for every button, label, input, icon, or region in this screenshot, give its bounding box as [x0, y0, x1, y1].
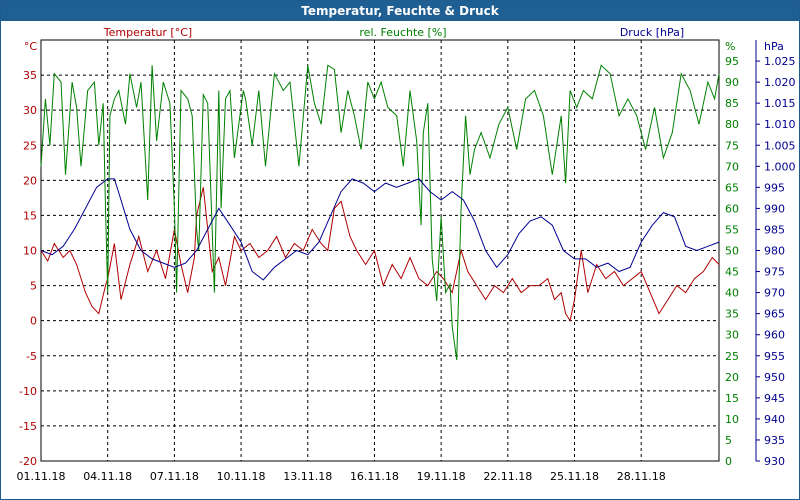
temperature-unit: °C — [24, 40, 38, 53]
humidity-tick-label: 45 — [725, 266, 739, 279]
temperature-tick-label: -20 — [19, 455, 37, 468]
pressure-tick-label: 1.020 — [764, 76, 796, 89]
pressure-tick-label: 965 — [764, 308, 785, 321]
pressure-tick-label: 935 — [764, 434, 785, 447]
humidity-tick-label: 30 — [725, 329, 739, 342]
temperature-line — [40, 187, 720, 323]
pressure-tick-label: 1.005 — [764, 139, 796, 152]
temperature-tick-label: 20 — [23, 174, 37, 187]
humidity-tick-label: 10 — [725, 413, 739, 426]
pressure-tick-label: 970 — [764, 287, 785, 300]
pressure-tick-label: 980 — [764, 245, 785, 258]
temperature-tick-label: -10 — [19, 385, 37, 398]
pressure-tick-label: 945 — [764, 392, 785, 405]
pressure-tick-label: 990 — [764, 202, 785, 215]
pressure-tick-label: 950 — [764, 371, 785, 384]
pressure-tick-label: 1.000 — [764, 160, 796, 173]
humidity-tick-label: 80 — [725, 118, 739, 131]
chart-grid — [40, 39, 760, 462]
x-tick-label: 22.11.18 — [483, 470, 532, 483]
temperature-tick-label: -5 — [26, 350, 37, 363]
humidity-tick-label: 95 — [725, 55, 739, 68]
temperature-tick-label: 30 — [23, 104, 37, 117]
x-tick-label: 19.11.18 — [417, 470, 466, 483]
temperature-tick-label: 25 — [23, 139, 37, 152]
humidity-line — [40, 64, 720, 361]
humidity-tick-label: 90 — [725, 76, 739, 89]
pressure-tick-label: 1.025 — [764, 55, 796, 68]
humidity-tick-label: 85 — [725, 97, 739, 110]
humidity-tick-label: 40 — [725, 287, 739, 300]
pressure-tick-label: 1.010 — [764, 118, 796, 131]
humidity-tick-label: 5 — [725, 434, 732, 447]
pressure-tick-label: 995 — [764, 181, 785, 194]
x-tick-label: 28.11.18 — [617, 470, 666, 483]
temperature-axis-label: Temperatur [°C] — [103, 26, 192, 39]
humidity-axis-label: rel. Feuchte [%] — [359, 26, 446, 39]
pressure-tick-label: 930 — [764, 455, 785, 468]
x-tick-label: 13.11.18 — [283, 470, 332, 483]
temperature-tick-label: 5 — [30, 280, 37, 293]
humidity-tick-label: 0 — [725, 455, 732, 468]
humidity-unit: % — [725, 40, 735, 53]
humidity-tick-label: 35 — [725, 308, 739, 321]
tick-labels: -20 -15 -10 -5 0 5 10 15 20 25 30 35 0 5 10 15 20 25 30 35 4… — [17, 55, 796, 483]
x-tick-label: 10.11.18 — [217, 470, 266, 483]
x-tick-label: 04.11.18 — [83, 470, 132, 483]
humidity-tick-label: 55 — [725, 223, 739, 236]
temperature-tick-label: 35 — [23, 69, 37, 82]
pressure-tick-label: 975 — [764, 266, 785, 279]
x-tick-label: 01.11.18 — [17, 470, 66, 483]
pressure-tick-label: 1.015 — [764, 97, 796, 110]
humidity-tick-label: 20 — [725, 371, 739, 384]
series-layer — [40, 64, 720, 361]
x-tick-label: 16.11.18 — [350, 470, 399, 483]
pressure-unit: hPa — [764, 40, 784, 53]
humidity-tick-label: 70 — [725, 160, 739, 173]
pressure-axis-label: Druck [hPa] — [620, 26, 684, 39]
pressure-line — [40, 178, 720, 281]
humidity-tick-label: 50 — [725, 245, 739, 258]
humidity-tick-label: 60 — [725, 202, 739, 215]
humidity-tick-label: 65 — [725, 181, 739, 194]
pressure-tick-label: 955 — [764, 350, 785, 363]
x-tick-label: 25.11.18 — [550, 470, 599, 483]
temperature-tick-label: 15 — [23, 209, 37, 222]
x-tick-label: 07.11.18 — [150, 470, 199, 483]
humidity-tick-label: 15 — [725, 392, 739, 405]
pressure-tick-label: 985 — [764, 223, 785, 236]
window-title: Temperatur, Feuchte & Druck — [1, 1, 799, 21]
temperature-tick-label: 10 — [23, 245, 37, 258]
humidity-tick-label: 75 — [725, 139, 739, 152]
temperature-tick-label: 0 — [30, 315, 37, 328]
temperature-tick-label: -15 — [19, 420, 37, 433]
pressure-tick-label: 960 — [764, 329, 785, 342]
humidity-tick-label: 25 — [725, 350, 739, 363]
pressure-tick-label: 940 — [764, 413, 785, 426]
